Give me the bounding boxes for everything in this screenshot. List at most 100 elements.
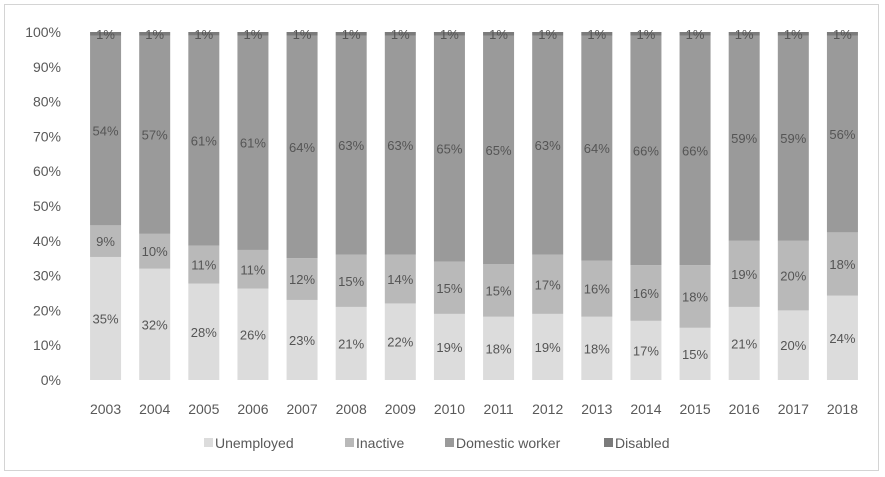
data-label: 1% [194,27,213,42]
x-tick-label: 2009 [385,401,416,417]
bar-segment-disabled [90,32,122,36]
data-label: 1% [686,27,705,42]
bar-segment-unemployed [237,288,269,380]
data-label: 26% [240,327,266,342]
data-label: 1% [244,27,263,42]
x-tick-label: 2008 [336,401,367,417]
bar-segment-unemployed [433,313,465,380]
data-label: 1% [833,27,852,42]
data-label: 63% [338,138,364,153]
bar-segment-inactive [630,265,662,321]
legend-swatch [604,438,613,447]
bar-segment-unemployed [139,268,171,380]
data-label: 63% [387,138,413,153]
x-tick-label: 2007 [286,401,317,417]
bar-segment-inactive [433,261,465,314]
data-label: 15% [486,283,512,298]
x-tick-label: 2013 [581,401,612,417]
bar-segment-inactive [335,254,367,307]
y-tick-label: 90% [33,59,61,75]
y-tick-label: 40% [33,233,61,249]
data-label: 1% [538,27,557,42]
data-label: 1% [440,27,459,42]
data-label: 17% [633,343,659,358]
bar-segment-disabled [826,32,858,36]
data-label: 1% [784,27,803,42]
data-label: 28% [191,325,217,340]
x-tick-label: 2005 [188,401,219,417]
data-label: 61% [240,136,266,151]
data-label: 35% [93,311,119,326]
bar-segment-inactive [679,265,711,328]
bar-segment-inactive [90,225,122,257]
x-tick-label: 2006 [237,401,268,417]
x-tick-label: 2018 [827,401,858,417]
legend-swatch [204,438,213,447]
data-label: 19% [535,340,561,355]
data-label: 15% [682,347,708,362]
bar-segment-domestic-worker [139,35,171,234]
bar-segment-disabled [188,32,220,36]
bar-segment-domestic-worker [728,35,760,241]
stacked-bar-chart: 0% 10% 20% 30% 40% 50% 60% 70% 80% 90% 100% 35% 9% 54… [25,24,858,451]
bar-segment-unemployed [630,320,662,380]
legend-swatch [445,438,454,447]
bar-segment-inactive [777,240,809,311]
x-tick-label: 2017 [778,401,809,417]
bar-segment-disabled [335,32,367,36]
data-label: 1% [637,27,656,42]
y-tick-label: 70% [33,128,61,144]
data-label: 11% [191,258,216,273]
y-tick-label: 10% [33,337,61,353]
data-label: 15% [338,274,364,289]
x-tick-label: 2010 [434,401,465,417]
bar-segment-inactive [237,249,269,289]
bar-segment-unemployed [581,316,613,380]
data-label: 22% [387,335,413,350]
data-label: 57% [142,128,168,143]
y-tick-label: 0% [41,372,61,388]
legend-label: Inactive [356,435,404,451]
bar-segment-disabled [433,32,465,36]
bar-segment-disabled [581,32,613,36]
bar-segment-disabled [483,32,515,36]
bar-segment-domestic-worker [826,35,858,233]
bar-segment-domestic-worker [286,35,318,259]
bar-segment-inactive [384,254,416,304]
data-label: 19% [436,340,462,355]
y-tick-label: 20% [33,302,61,318]
bar-segment-unemployed [826,295,858,380]
data-label: 1% [96,27,115,42]
bar-segment-disabled [777,32,809,36]
data-label: 24% [829,331,855,346]
x-tick-label: 2012 [532,401,563,417]
data-label: 20% [780,338,806,353]
bar-segment-disabled [384,32,416,36]
bar-segment-domestic-worker [483,35,515,264]
chart-frame: 0% 10% 20% 30% 40% 50% 60% 70% 80% 90% 100% 35% 9% 54… [4,4,879,471]
data-label: 64% [584,141,610,156]
y-tick-label: 80% [33,94,61,110]
data-label: 23% [289,333,315,348]
data-label: 63% [535,138,561,153]
bar-segment-inactive [139,233,171,269]
bar-segment-domestic-worker [384,35,416,255]
data-label: 54% [93,123,119,138]
bar-segment-inactive [728,240,760,307]
legend-label: Unemployed [215,435,294,451]
bar-segment-domestic-worker [679,35,711,266]
data-label: 11% [240,262,265,277]
x-tick-label: 2011 [484,401,514,417]
bar-segment-unemployed [335,306,367,380]
bar-segment-domestic-worker [335,35,367,255]
data-label: 59% [780,131,806,146]
data-label: 1% [293,27,312,42]
bar-segment-inactive [532,254,564,314]
bar-segment-unemployed [286,299,318,380]
bar-segment-disabled [139,32,171,36]
bar-segment-inactive [188,245,220,284]
legend-label: Disabled [615,435,669,451]
x-tick-label: 2004 [139,401,170,417]
bar-segment-disabled [679,32,711,36]
data-label: 1% [489,27,508,42]
